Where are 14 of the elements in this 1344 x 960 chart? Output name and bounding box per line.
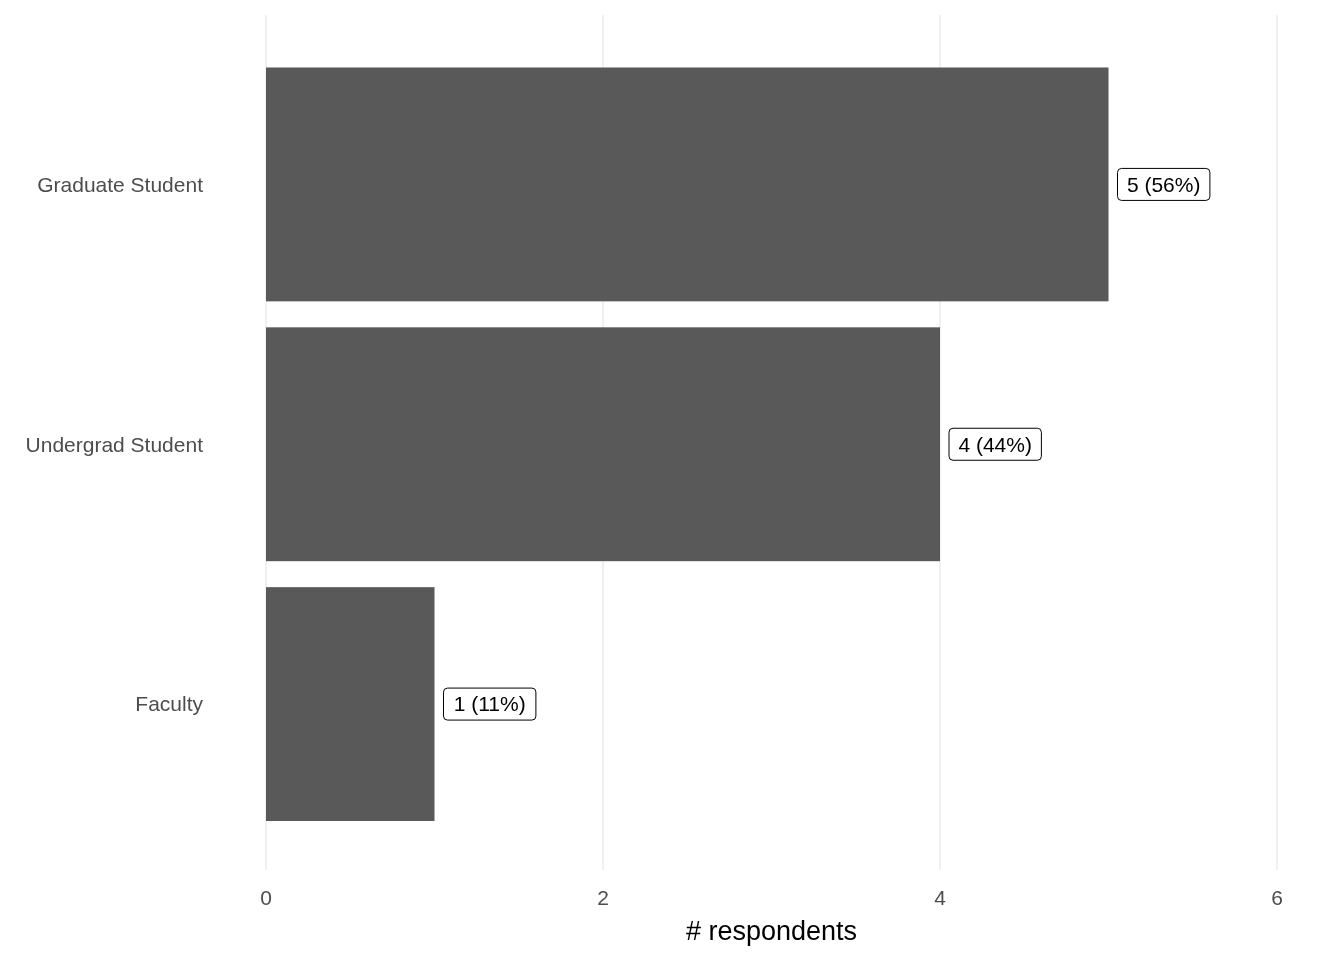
x-tick-label: 6 — [1271, 886, 1283, 910]
x-axis-title: # respondents — [685, 916, 858, 947]
x-tick-label: 2 — [597, 886, 609, 910]
y-tick-label: Graduate Student — [37, 172, 204, 196]
bar — [266, 327, 940, 562]
data-label: 1 (11%) — [453, 692, 526, 716]
x-tick-label: 4 — [934, 886, 947, 910]
bar — [266, 587, 435, 822]
y-tick-label: Undergrad Student — [25, 432, 204, 456]
data-label: 5 (56%) — [1126, 172, 1201, 196]
x-tick-label: 0 — [260, 886, 272, 910]
data-label: 4 (44%) — [958, 432, 1032, 456]
y-tick-label: Faculty — [135, 692, 204, 716]
bar — [266, 67, 1109, 302]
